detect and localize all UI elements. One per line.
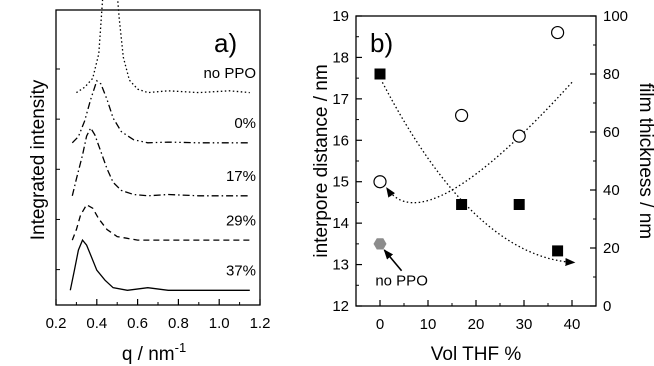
x-tick-label: 10 — [420, 316, 437, 333]
panel-a-ticks: 0.2 0.4 0.6 0.8 1.0 1.2 — [46, 68, 271, 332]
x-tick-label: 1.0 — [209, 315, 230, 332]
square-point — [513, 199, 525, 210]
y-tick-label: 13 — [332, 257, 349, 274]
series-label-0: no PPO — [203, 65, 256, 82]
panel-b-xlabel: Vol THF % — [431, 344, 522, 365]
panel-a-ylabel: Integrated intensity — [28, 79, 49, 240]
panel-b-annotation: no PPO — [375, 249, 428, 289]
trend-curve-0 — [386, 81, 573, 204]
series-label-3: 29% — [226, 212, 256, 229]
panel-b-trend-curves — [381, 81, 576, 267]
x-tick-label: 40 — [564, 316, 581, 333]
circle-point — [512, 129, 526, 143]
trend-curve-1 — [381, 81, 576, 267]
panel-a-xlabel-sup: -1 — [175, 340, 187, 355]
x-tick-label: 0.4 — [86, 315, 107, 332]
square-point — [456, 199, 468, 210]
panel-b-points — [373, 25, 565, 257]
x-tick-label: 0.2 — [46, 315, 67, 332]
series-line-1 — [71, 79, 250, 144]
series-line-3 — [71, 203, 250, 241]
panel-a-xlabel-text: q / nm — [122, 344, 175, 365]
y-right-tick-label: 80 — [603, 66, 620, 83]
circle-point — [550, 25, 565, 40]
square-point — [374, 68, 386, 80]
series-label-1: 0% — [234, 115, 256, 132]
y-tick-label: 17 — [332, 91, 349, 108]
x-tick-label: 20 — [468, 316, 485, 333]
panel-a-label: a) — [214, 28, 237, 58]
panel-b-label: b) — [370, 28, 393, 58]
y-right-tick-label: 100 — [603, 8, 628, 25]
annotation-arrow — [383, 249, 403, 272]
annotation-text: no PPO — [375, 272, 428, 289]
series-label-4: 37% — [226, 263, 256, 280]
x-tick-label: 0.6 — [127, 315, 148, 332]
x-tick-label: 1.2 — [250, 315, 271, 332]
no-ppo-point — [373, 238, 387, 250]
y-tick-label: 16 — [332, 132, 349, 149]
series-label-2: 17% — [226, 168, 256, 185]
panel-b-frame — [355, 15, 597, 307]
y-tick-label: 14 — [332, 215, 349, 232]
y-tick-label: 19 — [332, 8, 349, 25]
panel-b-ylabel: interpore distance / nm — [311, 64, 332, 257]
circle-point — [373, 175, 387, 189]
y-tick-label: 12 — [332, 298, 349, 315]
panel-b-chart: 0 10 20 30 40 12 13 14 15 16 17 18 19 0 20 40 60 80 100 no… — [311, 8, 654, 365]
y-right-tick-label: 60 — [603, 124, 620, 141]
y-tick-label: 15 — [332, 174, 349, 191]
panel-a-xlabel: q / nm-1 — [122, 340, 186, 365]
panel-b-ylabel-right: film thickness / nm — [635, 83, 654, 239]
x-tick-label: 30 — [516, 316, 533, 333]
series-line-2 — [71, 126, 250, 197]
x-tick-label: 0.8 — [168, 315, 189, 332]
y-tick-label: 18 — [332, 49, 349, 66]
x-tick-label: 0 — [376, 316, 384, 333]
y-right-tick-label: 0 — [603, 298, 611, 315]
y-right-tick-label: 20 — [603, 240, 620, 257]
panel-a-series-labels: no PPO 0% 17% 29% 37% — [203, 65, 256, 280]
series-line-4 — [69, 238, 250, 291]
panel-a-curves — [69, 0, 250, 291]
y-right-tick-label: 40 — [603, 182, 620, 199]
series-line-0 — [76, 0, 250, 94]
square-point — [552, 245, 564, 257]
panel-b-ticks: 0 10 20 30 40 12 13 14 15 16 17 18 19 0 20 40 60 80 100 — [332, 8, 628, 333]
circle-point — [455, 108, 469, 123]
